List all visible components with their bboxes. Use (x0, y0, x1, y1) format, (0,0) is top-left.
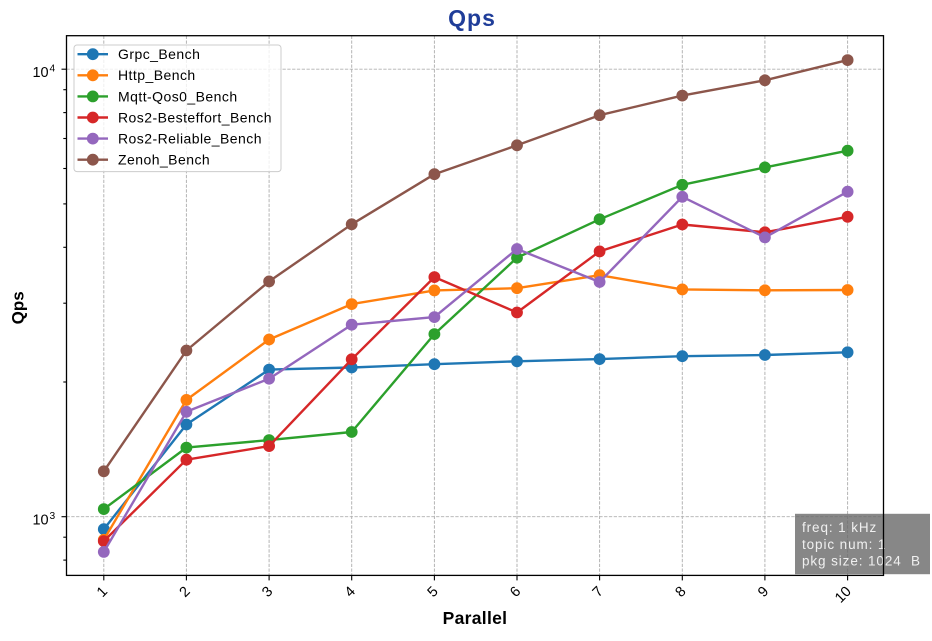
svg-text:Ros2-Reliable_Bench: Ros2-Reliable_Bench (118, 131, 262, 147)
svg-text:Qps: Qps (8, 291, 27, 324)
svg-text:4: 4 (50, 64, 56, 75)
svg-text:3: 3 (50, 511, 56, 522)
svg-text:pkg size: 1024 B: pkg size: 1024 B (802, 554, 921, 569)
svg-text:Zenoh_Bench: Zenoh_Bench (118, 152, 210, 168)
svg-text:Parallel: Parallel (443, 608, 508, 628)
svg-text:10: 10 (32, 65, 48, 81)
svg-text:Http_Bench: Http_Bench (118, 67, 196, 83)
svg-text:Qps: Qps (448, 5, 496, 31)
svg-text:Mqtt-Qos0_Bench: Mqtt-Qos0_Bench (118, 88, 238, 104)
svg-text:10: 10 (32, 512, 48, 528)
svg-text:Grpc_Bench: Grpc_Bench (118, 46, 200, 62)
svg-text:freq: 1 kHz: freq: 1 kHz (802, 520, 877, 535)
svg-text:topic num: 1: topic num: 1 (802, 537, 886, 552)
svg-text:Ros2-Besteffort_Bench: Ros2-Besteffort_Bench (118, 109, 272, 125)
